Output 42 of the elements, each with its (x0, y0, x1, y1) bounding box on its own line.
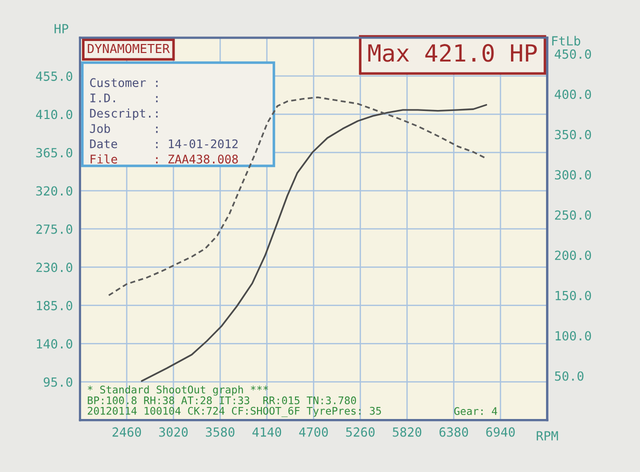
x-tick-label: 5260 (346, 427, 375, 437)
annotation: * Standard ShootOut graph *** (88, 385, 268, 396)
x-tick-label: 3020 (159, 427, 188, 437)
annotation: File : ZAA438.008 (90, 154, 238, 164)
annotation: Gear: 4 (454, 407, 498, 416)
y2-tick-label: 250.0 (555, 210, 591, 220)
y2-tick-label: 300.0 (554, 170, 591, 180)
y-tick-label: 365.0 (36, 148, 72, 158)
annotation: I.D. : (90, 94, 158, 102)
annotation: Date : 14-01-2012 (90, 139, 238, 148)
x-tick-label: 3580 (206, 427, 234, 437)
y2-tick-label: 100.0 (556, 331, 591, 341)
annotation: Descript.: (90, 108, 158, 120)
y-tick-label: 410.0 (36, 110, 72, 120)
y2-tick-label: 50.0 (555, 371, 584, 381)
y-tick-label: 275.0 (36, 224, 72, 234)
x-tick-label: 4700 (299, 427, 328, 437)
x-tick-label: 5820 (392, 427, 422, 437)
y2-tick-label: 450.0 (554, 49, 591, 59)
x-tick-label: 2460 (112, 427, 141, 437)
y-tick-label: 95.0 (44, 377, 72, 387)
annotation: BP:100.8 RH:38 AT:28 IT:33 RR:015 TN:3.780 (88, 396, 356, 404)
annotation: Max 421.0 HP (368, 44, 537, 62)
y-tick-label: 320.0 (36, 186, 72, 196)
annotation: DYNAMOMETER (88, 44, 170, 54)
x-tick-label: 6380 (440, 427, 468, 437)
y2-tick-label: 400.0 (554, 90, 591, 100)
y-tick-label: 185.0 (36, 300, 72, 310)
x-tick-label: 6940 (486, 427, 515, 437)
y2-axis-title: FtLb (552, 36, 580, 46)
y-axis-title: HP (54, 24, 68, 34)
annotation: Job : (90, 124, 158, 133)
y-tick-label: 230.0 (36, 262, 72, 272)
annotation: Customer : (90, 78, 158, 88)
y2-tick-label: 350.0 (554, 130, 591, 140)
y-tick-label: 140.0 (36, 339, 72, 349)
y-tick-label: 455.0 (36, 71, 72, 81)
x-axis-title: RPM (536, 431, 558, 440)
x-tick-label: 4140 (252, 427, 282, 437)
y2-tick-label: 150.0 (556, 290, 591, 300)
annotation: 20120114 100104 CK:724 CF:SHOOT_6F TyrePres: 35 (88, 406, 381, 418)
y2-tick-label: 200.0 (555, 250, 591, 260)
